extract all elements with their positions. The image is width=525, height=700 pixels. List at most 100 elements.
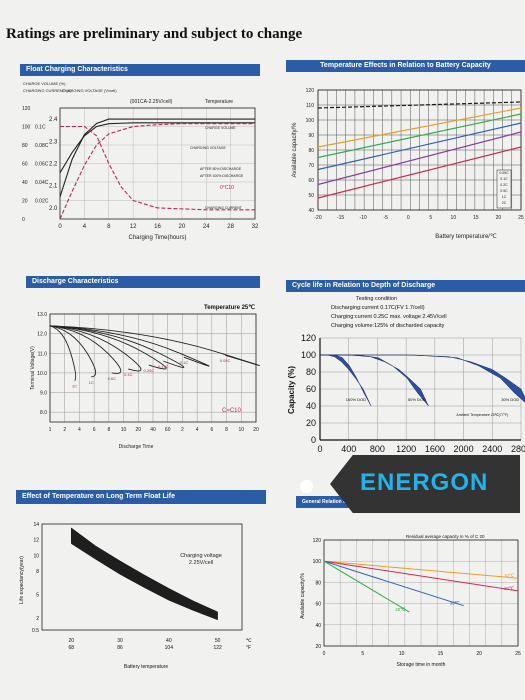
annotation: AFTER 50% DISCHARGE: [200, 167, 242, 171]
y-tick-label: 80: [22, 143, 28, 149]
test-condition: Charging volume:125% of discharded capac…: [331, 323, 445, 329]
discharge-curve: [49, 325, 97, 378]
y-tick-label: 40: [22, 180, 28, 186]
y-axis-label: CHARGING CURRENT (A): [23, 88, 72, 93]
page-title: Ratings are preliminary and subject to c…: [6, 26, 303, 42]
x-tick-label: -5: [383, 215, 388, 221]
discharge-curve: [49, 325, 210, 367]
y-tick-label: 2.4: [49, 117, 58, 123]
cycle-band: [320, 354, 429, 407]
plot-frame: [317, 89, 522, 211]
y-tick-label: 2: [36, 616, 39, 622]
x-axis-label: Discharge Time: [119, 444, 154, 450]
x-tick-label: 68: [68, 645, 74, 651]
x-axis-label: Storage time in month: [397, 662, 446, 668]
cycle-band: [320, 354, 525, 403]
x-tick-label: 6: [93, 427, 96, 433]
discharge-curve: [49, 325, 122, 374]
series-label: 10℃: [504, 573, 515, 578]
y-tick-label: 0.02C: [35, 199, 49, 205]
x-tick-label: 12: [130, 224, 137, 230]
panel-header: Effect of Temperature on Long Term Float…: [16, 490, 266, 504]
series-label: 40℃: [395, 607, 406, 612]
y-tick-label: 0.06C: [35, 162, 49, 168]
x-tick-label: 8: [225, 427, 228, 433]
y-tick-label: 2.0: [49, 206, 58, 212]
y-tick-label: 10.0: [37, 371, 47, 377]
y-tick-label: 40: [308, 208, 314, 214]
annotation: 100% DOD: [346, 397, 366, 402]
y-axis-label: Capacity (%): [287, 366, 296, 414]
y-tick-label: 14: [33, 522, 39, 528]
x-tick-label: 800: [370, 444, 385, 454]
y-tick-label: 13.0: [37, 312, 47, 318]
y-tick-label: 11.0: [38, 351, 48, 357]
legend-label: 1C: [502, 195, 507, 199]
series-line: [59, 122, 255, 174]
annotation: 0°C10: [220, 185, 234, 191]
y-tick-label: 5: [36, 593, 39, 599]
brand-logo: ENERGON: [360, 469, 489, 496]
test-condition: Charging:current 0.25C max. voltage 2.45…: [331, 314, 447, 320]
y-tick-label: 110: [306, 103, 314, 109]
series-line: [317, 122, 522, 171]
y-tick-label: 0: [22, 217, 25, 223]
series-label: 0.6C: [108, 376, 117, 381]
y-tick-label: 40: [315, 623, 321, 629]
y-tick-label: 2.1: [49, 184, 58, 190]
x-tick-label: 2000: [454, 444, 474, 454]
y-tick-label: 50: [308, 193, 314, 199]
discharge-curve: [49, 325, 185, 368]
test-condition: Discharging:current 0.17C(FV 1.7/cell): [331, 305, 425, 311]
y-tick-label: 8: [36, 569, 39, 575]
temperature-capacity-chart: -20 -15 -10 -5 0 5 10 15 20 25 40 50 60 70 80 90 100 110 1…: [292, 88, 524, 240]
series-label: 20℃: [504, 586, 515, 591]
x-tick-label: 86: [117, 645, 123, 651]
y-tick-label: 60: [306, 384, 316, 394]
x-tick-label: 20: [68, 638, 74, 644]
y-tick-label: 8.0: [40, 410, 47, 416]
x-tick-label: 30: [117, 638, 123, 644]
series-line: [317, 107, 522, 148]
x-unit: ℃: [246, 638, 252, 644]
annotation: Residual average capacity in % of C 20: [406, 534, 485, 539]
x-tick-label: 5: [361, 651, 364, 657]
annotation: (001CA-2.25V/cell): [130, 99, 173, 105]
cycle-life-chart: Testing condition Discharging:current 0.1…: [287, 296, 525, 466]
series-line: [317, 131, 522, 186]
annotation: Charging voltage: [180, 553, 222, 559]
plot-frame: [49, 313, 257, 423]
float-charging-panel: Float Charging Characteristics CHARGE VO…: [20, 64, 260, 250]
cycle-band: [320, 354, 372, 407]
x-tick-label: 6: [210, 427, 213, 433]
y-tick-label: 2.2: [49, 162, 58, 168]
discharge-curve: [49, 325, 260, 366]
y-tick-label: 120: [301, 333, 316, 343]
annotation: CHARGE VOLUME: [205, 126, 236, 130]
y-axis-label: Terminal Voltage(V): [30, 346, 36, 390]
x-tick-label: 0: [317, 444, 322, 454]
y-tick-label: 120: [306, 88, 315, 94]
y-tick-label: 100: [306, 118, 315, 124]
y-axis-label: Available capacity/%: [300, 573, 306, 619]
legend-label: 2C: [502, 201, 507, 205]
plot-frame: [323, 539, 519, 647]
annotation: 30% DOD: [501, 397, 519, 402]
test-condition: Testing condition: [356, 296, 397, 302]
annotation: C=C10: [222, 408, 242, 414]
y-axis-label: CHARGE VOLUME (%): [23, 81, 66, 86]
y-tick-label: 0.08C: [35, 143, 49, 149]
x-axis-label: Battery temperature/℃: [435, 234, 497, 240]
y-tick-label: 80: [308, 148, 314, 154]
x-tick-label: 10: [121, 427, 127, 433]
y-tick-label: 20: [22, 199, 28, 205]
y-tick-label: 0.5: [32, 628, 39, 634]
series-line: [59, 123, 255, 220]
annotation: CHARGING CURRENT: [205, 206, 243, 210]
x-tick-label: 0: [323, 651, 326, 657]
storage-panel: General Relation of Capacity Vs Storage …: [296, 496, 525, 700]
panel-header: Temperature Effects in Relation to Batte…: [286, 60, 525, 72]
series-line: [59, 118, 255, 197]
x-tick-label: 4: [78, 427, 81, 433]
